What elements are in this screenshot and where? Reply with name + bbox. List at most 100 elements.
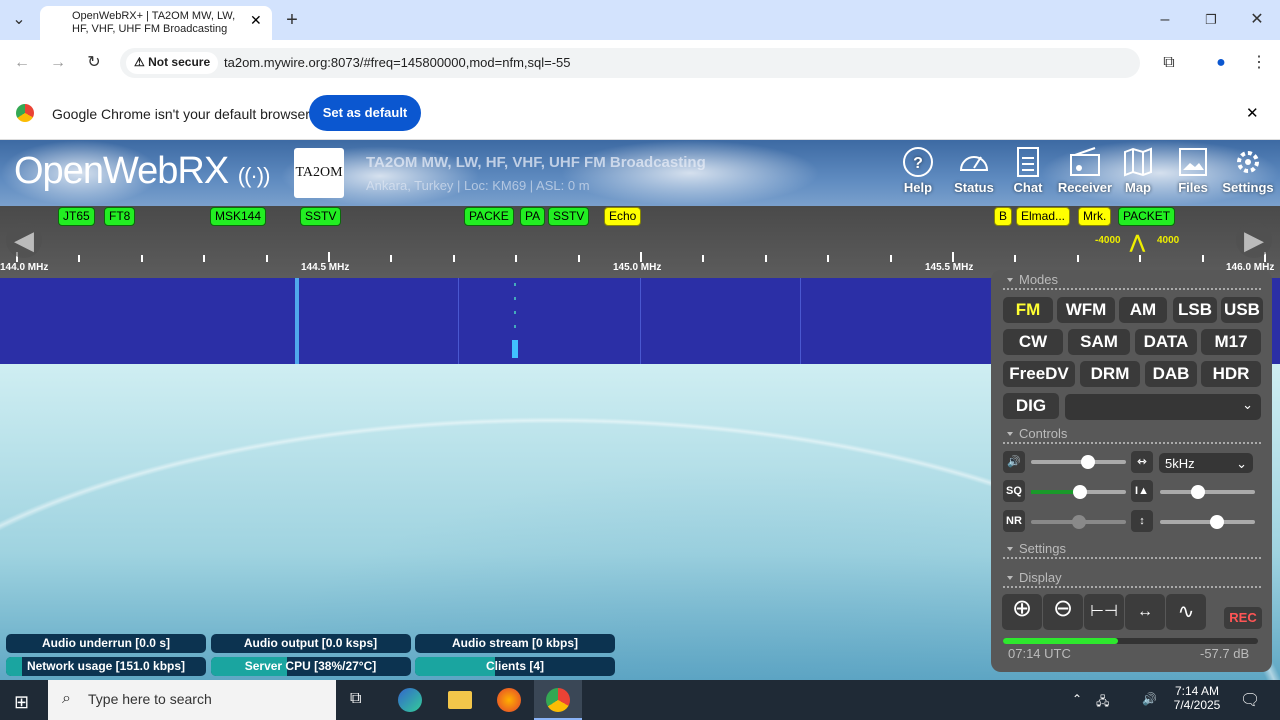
set-default-button[interactable]: Set as default bbox=[309, 95, 421, 131]
bookmark[interactable]: Elmad... bbox=[1016, 207, 1071, 226]
close-window-icon[interactable]: ✕ bbox=[1250, 11, 1264, 28]
nav-files[interactable]: Files bbox=[1174, 146, 1212, 195]
status-bar[interactable]: Audio stream [0 kbps] bbox=[415, 634, 615, 653]
task-view-icon[interactable]: ⧉ bbox=[350, 690, 362, 707]
bookmark[interactable]: PA bbox=[520, 207, 546, 226]
bookmark[interactable]: Mrk. bbox=[1078, 207, 1112, 226]
chrome-taskbar-button[interactable] bbox=[534, 680, 582, 720]
volume-knob[interactable] bbox=[1081, 455, 1095, 469]
mode-button-fm[interactable]: FM bbox=[1003, 297, 1053, 323]
settings-section-header[interactable]: Settings bbox=[1003, 541, 1261, 559]
volume-slider[interactable] bbox=[1031, 455, 1126, 469]
nav-settings[interactable]: Settings bbox=[1218, 146, 1278, 195]
volume-tray-icon[interactable]: 🔊 bbox=[1142, 692, 1157, 706]
volume-icon[interactable]: 🔊 bbox=[1003, 451, 1025, 473]
nr-slider[interactable] bbox=[1031, 515, 1126, 529]
extensions-icon[interactable]: ⧉ bbox=[1163, 54, 1175, 71]
squelch-slider[interactable] bbox=[1031, 485, 1126, 499]
digital-mode-select[interactable]: ⌄ bbox=[1065, 394, 1261, 420]
nav-map[interactable]: Map bbox=[1118, 146, 1158, 195]
close-tab-icon[interactable]: ✕ bbox=[250, 12, 262, 28]
scale-label: 144.0 MHz bbox=[0, 262, 49, 273]
tab-search-icon[interactable]: ⌄ bbox=[12, 11, 26, 28]
network-icon[interactable]: 🖧 bbox=[1096, 694, 1110, 708]
mode-button-drm[interactable]: DRM bbox=[1080, 361, 1140, 387]
scroll-left-arrow-icon[interactable]: ◀ bbox=[6, 222, 42, 258]
omnibox[interactable]: ⚠ Not secure ta2om.mywire.org:8073/#freq… bbox=[120, 48, 1140, 78]
file-explorer-icon[interactable] bbox=[448, 691, 472, 709]
squelch-label[interactable]: SQ bbox=[1003, 480, 1025, 502]
controls-section-header[interactable]: Controls bbox=[1003, 426, 1261, 444]
waterfall-min-slider[interactable] bbox=[1160, 485, 1255, 499]
reload-icon[interactable]: ↻ bbox=[87, 54, 101, 71]
tray-chevron-icon[interactable]: ⌃ bbox=[1072, 692, 1083, 706]
bookmark[interactable]: Echo bbox=[604, 207, 642, 226]
nav-status[interactable]: Status bbox=[952, 146, 996, 195]
notifications-icon[interactable]: 🗨 bbox=[1240, 692, 1261, 709]
taskbar-search[interactable]: ⌕ Type here to search bbox=[48, 680, 336, 720]
zoom-fit-icon[interactable]: ↔ bbox=[1125, 594, 1165, 630]
bookmark[interactable]: FT8 bbox=[104, 207, 136, 226]
bookmark[interactable]: SSTV bbox=[548, 207, 590, 226]
passband-marker-icon[interactable]: ⋀ bbox=[1130, 232, 1145, 252]
bookmark[interactable]: JT65 bbox=[58, 207, 95, 226]
bookmark[interactable]: PACKE bbox=[464, 207, 514, 226]
profile-icon[interactable]: ● bbox=[1216, 54, 1226, 71]
mode-button-m17[interactable]: M17 bbox=[1201, 329, 1261, 355]
status-bar[interactable]: Network usage [151.0 kbps] bbox=[6, 657, 206, 676]
bookmark[interactable]: B bbox=[994, 207, 1013, 226]
mode-button-cw[interactable]: CW bbox=[1003, 329, 1063, 355]
waterfall-min-knob[interactable] bbox=[1191, 485, 1205, 499]
windows-start-icon[interactable]: ⊞ bbox=[14, 692, 30, 712]
menu-icon[interactable]: ⋮ bbox=[1251, 54, 1267, 71]
zoom-to-band-icon[interactable]: ⊢⊣ bbox=[1084, 594, 1124, 630]
mode-button-am[interactable]: AM bbox=[1119, 297, 1167, 323]
nav-receiver[interactable]: Receiver bbox=[1054, 146, 1116, 195]
spectrum-icon[interactable]: ∿ bbox=[1166, 594, 1206, 630]
edge-icon[interactable] bbox=[398, 688, 422, 712]
browser-tab[interactable]: OpenWebRX+ | TA2OM MW, LW, HF, VHF, UHF … bbox=[40, 6, 272, 40]
nr-knob[interactable] bbox=[1071, 515, 1086, 529]
openwebrx-logo[interactable]: OpenWebRX ((·)) bbox=[14, 150, 270, 192]
minimize-icon[interactable]: – bbox=[1160, 11, 1170, 28]
url-text[interactable]: ta2om.mywire.org:8073/#freq=145800000,mo… bbox=[224, 55, 571, 70]
waterfall-max-slider[interactable] bbox=[1160, 515, 1255, 529]
nav-chat[interactable]: Chat bbox=[1010, 146, 1046, 195]
back-icon[interactable]: ← bbox=[14, 54, 30, 71]
bookmark[interactable]: PACKET bbox=[1118, 207, 1176, 226]
restore-icon[interactable]: ❐ bbox=[1205, 12, 1217, 27]
waterfall-max-knob[interactable] bbox=[1210, 515, 1224, 529]
status-bar[interactable]: Audio output [0.0 ksps] bbox=[210, 634, 411, 653]
bookmark[interactable]: SSTV bbox=[300, 207, 342, 226]
mode-button-freedv[interactable]: FreeDV bbox=[1003, 361, 1075, 387]
clock[interactable]: 7:14 AM 7/4/2025 bbox=[1173, 684, 1221, 712]
squelch-knob[interactable] bbox=[1073, 485, 1088, 499]
forward-icon[interactable]: → bbox=[50, 54, 66, 71]
infobar-close-icon[interactable]: ✕ bbox=[1246, 105, 1259, 122]
mode-button-sam[interactable]: SAM bbox=[1068, 329, 1130, 355]
mode-button-usb[interactable]: USB bbox=[1221, 297, 1263, 323]
status-bar[interactable]: Server CPU [38%/27°C] bbox=[210, 657, 411, 676]
mode-button-dab[interactable]: DAB bbox=[1145, 361, 1197, 387]
bandwidth-select[interactable]: 5kHz ⌄ bbox=[1159, 453, 1253, 473]
status-bar[interactable]: Clients [4] bbox=[415, 657, 615, 676]
mode-button-hdr[interactable]: HDR bbox=[1201, 361, 1261, 387]
receiver-logo[interactable]: TA2OM bbox=[294, 148, 344, 198]
not-secure-badge[interactable]: ⚠ Not secure bbox=[126, 52, 219, 74]
display-section-header[interactable]: Display bbox=[1003, 570, 1261, 588]
zoom-in-icon[interactable]: ⊕ bbox=[1002, 594, 1042, 630]
firefox-icon[interactable] bbox=[497, 688, 521, 712]
bookmark[interactable]: MSK144 bbox=[210, 207, 267, 226]
new-tab-button[interactable]: + bbox=[286, 9, 298, 31]
scroll-right-arrow-icon[interactable]: ▶ bbox=[1236, 222, 1272, 258]
nr-label[interactable]: NR bbox=[1003, 510, 1025, 532]
mode-button-wfm[interactable]: WFM bbox=[1057, 297, 1115, 323]
modes-section-header[interactable]: Modes bbox=[1003, 272, 1261, 290]
mode-button-data[interactable]: DATA bbox=[1135, 329, 1197, 355]
mode-button-lsb[interactable]: LSB bbox=[1173, 297, 1217, 323]
record-button[interactable]: REC bbox=[1224, 607, 1262, 629]
nav-help[interactable]: ? Help bbox=[900, 146, 936, 195]
status-bar[interactable]: Audio underrun [0.0 s] bbox=[6, 634, 206, 653]
zoom-out-icon[interactable]: ⊖ bbox=[1043, 594, 1083, 630]
mode-button-dig[interactable]: DIG bbox=[1003, 393, 1059, 419]
